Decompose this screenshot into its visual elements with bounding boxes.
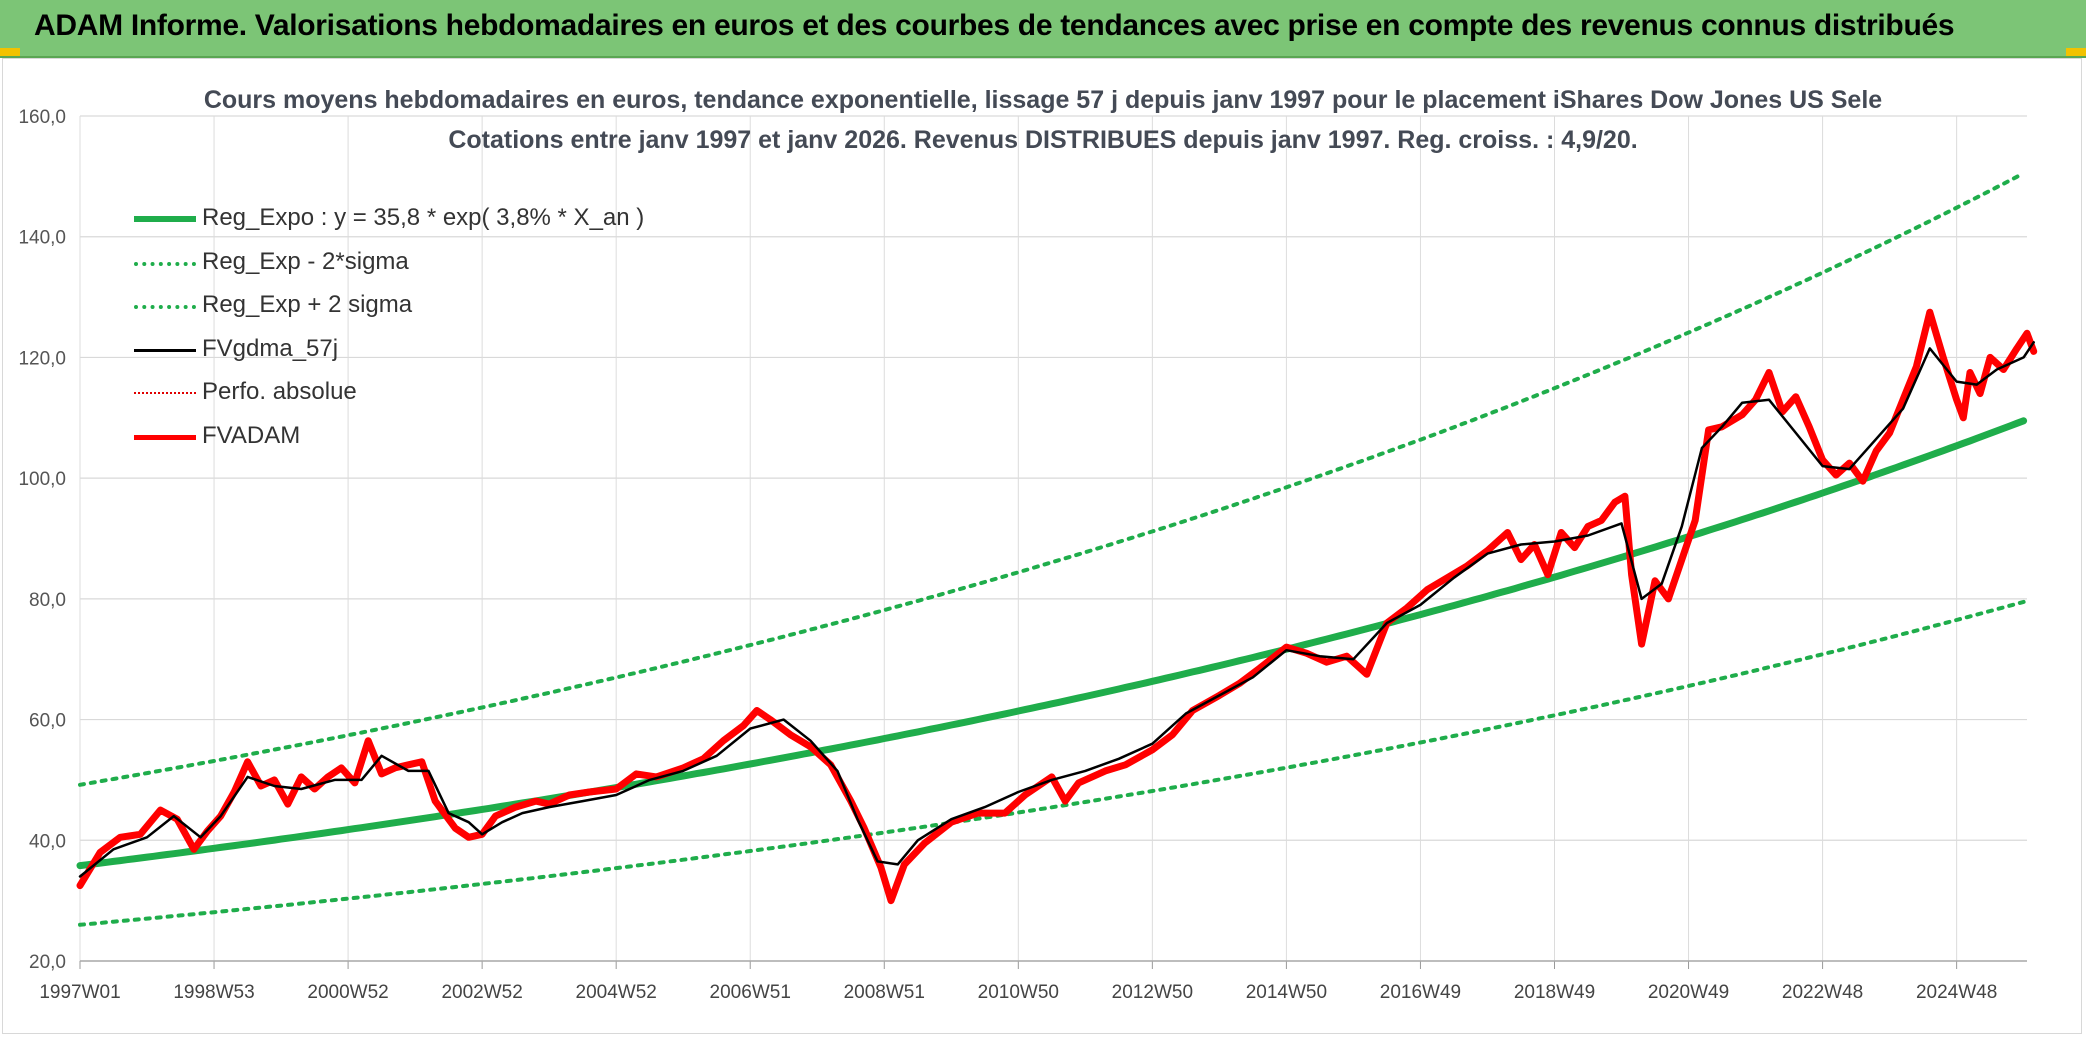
y-tick-label: 60,0 (29, 711, 66, 732)
header-corner-right (2066, 48, 2086, 56)
legend-label: Reg_Exp + 2 sigma (202, 291, 413, 318)
report-title: ADAM Informe. Valorisations hebdomadaire… (34, 9, 1955, 42)
legend-label: FVADAM (202, 421, 301, 449)
legend-swatch-fvadam (134, 434, 196, 440)
grid (79, 115, 2027, 962)
series-reg-minus-2sigma (78, 599, 2026, 927)
legend-swatch-reg-plus (134, 305, 196, 309)
legend-swatch-fvgdma (134, 348, 196, 352)
series-reg-plus-2sigma (78, 171, 2026, 787)
x-tick-label: 2016W49 (1380, 982, 1461, 1003)
y-tick-label: 100,0 (18, 469, 66, 490)
x-tick-label: 2012W50 (1112, 982, 1193, 1003)
series-fvgdma-57j (78, 341, 2035, 878)
x-tick-label: 2018W49 (1514, 982, 1595, 1003)
x-tick-label: 2020W49 (1648, 982, 1729, 1003)
legend-label: Reg_Expo : y = 35,8 * exp( 3,8% * X_an ) (202, 204, 645, 231)
legend-label: FVgdma_57j (202, 334, 339, 362)
legend-swatch-reg-expo (134, 216, 196, 222)
x-tick-label: 2000W52 (307, 982, 388, 1003)
y-tick-label: 120,0 (18, 348, 66, 369)
x-tick-label: 2014W50 (1246, 982, 1327, 1003)
series-layer (76, 171, 2038, 927)
y-tick-label: 160,0 (18, 107, 66, 128)
chart-title: Cours moyens hebdomadaires en euros, ten… (203, 86, 1883, 114)
report-header: ADAM Informe. Valorisations hebdomadaire… (0, 0, 2086, 58)
x-tick-label: 1997W01 (39, 982, 120, 1003)
legend-label: Perfo. absolue (202, 378, 357, 405)
x-tick-label: 2010W50 (978, 982, 1059, 1003)
legend-swatch-reg-minus (134, 261, 196, 266)
legend-label: Reg_Exp - 2*sigma (202, 247, 409, 275)
x-tick-label: 2008W51 (844, 982, 925, 1003)
x-tick-label: 2004W52 (576, 982, 657, 1003)
chart-subtitle: Cotations entre janv 1997 et janv 2026. … (448, 126, 1638, 154)
y-tick-label: 40,0 (29, 831, 66, 852)
y-tick-label: 20,0 (29, 952, 66, 973)
header-corner-left (0, 48, 20, 56)
series-reg-expo (76, 417, 2028, 870)
x-axis: 1997W01 1998W53 2000W52 2002W52 2004W52 2006W… (39, 960, 2027, 1003)
chart-frame (2, 58, 2082, 1034)
y-tick-label: 140,0 (18, 228, 66, 249)
x-tick-label: 2006W51 (710, 982, 791, 1003)
x-tick-label: 2002W52 (441, 982, 522, 1003)
x-tick-label: 1998W53 (173, 982, 254, 1003)
y-tick-label: 80,0 (29, 590, 66, 611)
x-tick-label: 2024W48 (1916, 982, 1997, 1003)
legend-swatch-perfo (134, 392, 196, 394)
y-axis: 20,0 40,0 60,0 80,0 100,0 120,0 140,0 160,0 (18, 107, 66, 973)
x-tick-label: 2022W48 (1782, 982, 1863, 1003)
series-fvadam (76, 308, 2038, 905)
